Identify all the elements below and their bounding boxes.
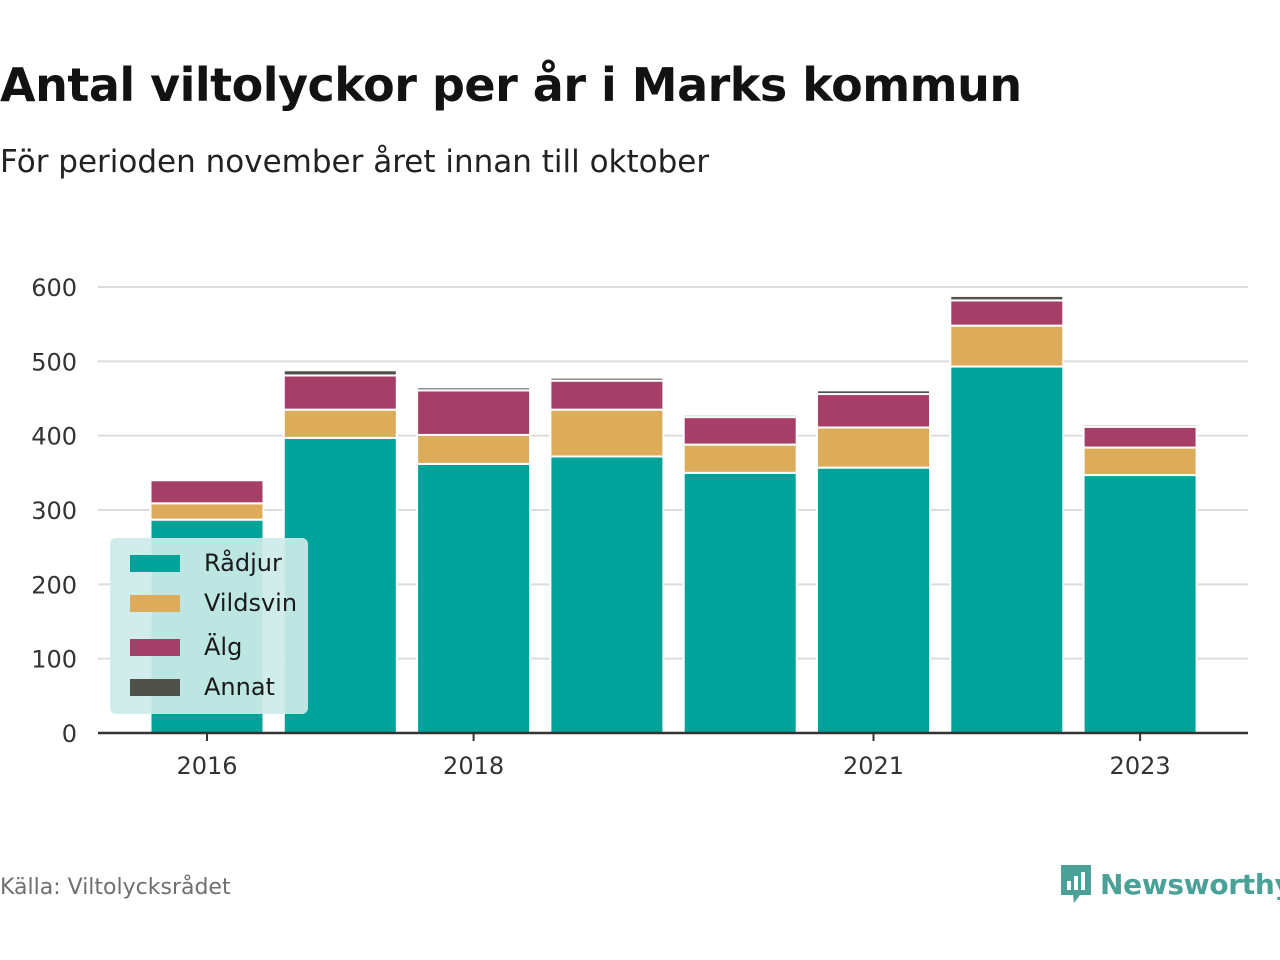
newsworthy-logo-icon xyxy=(1061,865,1091,903)
x-tick-label-2021: 2021 xyxy=(843,752,904,780)
legend-item-vildsvin: Vildsvin xyxy=(130,588,297,618)
bar-2022-Älg xyxy=(949,299,1065,327)
bar-2017-Annat xyxy=(282,369,398,377)
bar-2023-Rådjur xyxy=(1082,474,1198,734)
y-tick-label-400: 400 xyxy=(31,423,77,451)
legend-swatch-vildsvin xyxy=(130,594,180,612)
bar-2021-Rådjur xyxy=(816,466,931,734)
y-tick-label-500: 500 xyxy=(31,348,77,376)
bar-2016-Älg xyxy=(149,479,265,505)
bar-2018-Rådjur xyxy=(416,462,532,734)
y-tick-label-0: 0 xyxy=(62,720,77,748)
bar-2019-Annat xyxy=(549,376,665,382)
bar-2016-Vildsvin xyxy=(149,502,265,521)
legend-swatch-alg xyxy=(130,638,180,656)
bar-2021-Vildsvin xyxy=(816,426,931,469)
legend-swatch-annat xyxy=(130,678,180,696)
legend-label-vildsvin: Vildsvin xyxy=(204,589,298,617)
bar-2017-Älg xyxy=(282,374,398,411)
bar-2020-Annat xyxy=(682,413,798,419)
bar-2022-Annat xyxy=(949,294,1065,302)
brand-logo: Newsworthy xyxy=(1058,862,1280,906)
x-tick-label-2016: 2016 xyxy=(176,752,237,780)
source-note: Källa: Viltolycksrådet xyxy=(0,875,231,900)
bar-2017-Vildsvin xyxy=(282,408,398,439)
bar-2021-Älg xyxy=(816,393,931,429)
bar-2018-Annat xyxy=(416,386,532,392)
x-tick-label-2018: 2018 xyxy=(443,752,504,780)
bar-2018-Älg xyxy=(416,389,532,436)
y-tick-label-100: 100 xyxy=(31,646,77,674)
bar-2020-Rådjur xyxy=(682,471,798,734)
bar-2019-Älg xyxy=(549,379,665,411)
y-tick-label-300: 300 xyxy=(31,497,77,525)
x-tick-label-2023: 2023 xyxy=(1110,752,1171,780)
bar-2019-Rådjur xyxy=(549,455,665,734)
chart-subtitle: För perioden november året innan till ok… xyxy=(0,144,710,180)
bar-2023-Annat xyxy=(1082,423,1198,428)
bar-2023-Vildsvin xyxy=(1082,446,1198,477)
bar-2022-Rådjur xyxy=(949,365,1065,734)
y-tick-label-600: 600 xyxy=(31,274,77,302)
legend-label-alg: Älg xyxy=(204,633,243,661)
bar-2023-Älg xyxy=(1082,425,1198,449)
brand-name: Newsworthy xyxy=(1100,867,1280,901)
chart-title: Antal viltolyckor per år i Marks kommun xyxy=(0,58,1022,112)
legend-item-radjur: Rådjur xyxy=(130,548,282,578)
legend-swatch-radjur xyxy=(130,554,180,572)
bar-2019-Vildsvin xyxy=(549,408,665,458)
legend-label-radjur: Rådjur xyxy=(204,549,282,577)
bar-2020-Älg xyxy=(682,416,798,446)
bar-2021-Annat xyxy=(816,389,931,396)
bar-2018-Vildsvin xyxy=(416,433,532,465)
bar-2022-Vildsvin xyxy=(949,324,1065,368)
legend-item-alg: Älg xyxy=(130,632,242,662)
legend-label-annat: Annat xyxy=(204,673,275,701)
legend: Rådjur Vildsvin Älg Annat xyxy=(110,538,308,714)
bar-2020-Vildsvin xyxy=(682,443,798,474)
y-tick-label-200: 200 xyxy=(31,571,77,599)
legend-item-annat: Annat xyxy=(130,672,275,702)
